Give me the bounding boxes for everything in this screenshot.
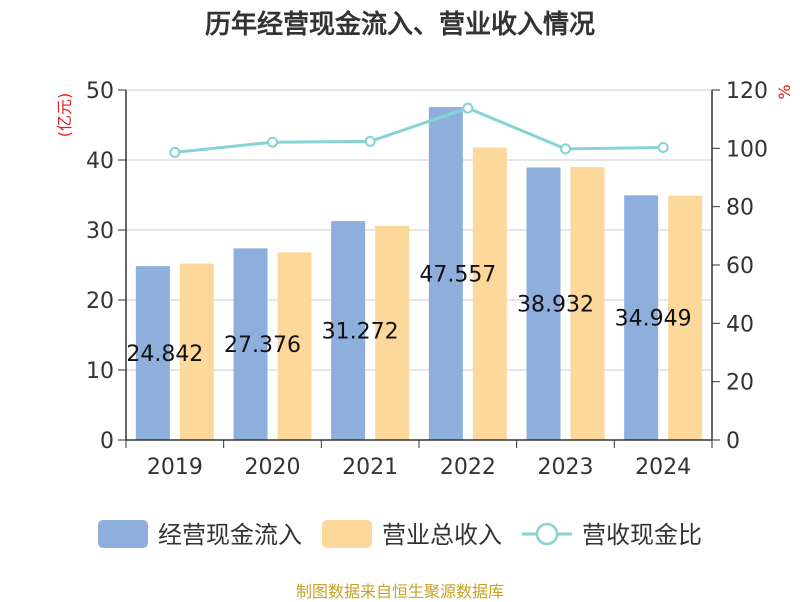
- data-label: 24.842: [126, 342, 203, 367]
- line-point: [462, 102, 474, 114]
- bar-cash-inflow: [135, 266, 170, 440]
- bar-revenue: [570, 167, 605, 440]
- bar-cash-inflow: [624, 195, 659, 440]
- y-left-tick-label: 10: [86, 359, 114, 384]
- bar-revenue: [375, 225, 410, 440]
- line-point: [169, 146, 181, 158]
- data-labels: 24.842 27.376 31.272 47.557 38.932 34.949: [126, 263, 691, 368]
- y-left-tick-label: 30: [86, 219, 114, 244]
- y-left-tick-label: 40: [86, 149, 114, 174]
- y-right-tick-label: 100: [726, 137, 768, 162]
- y-right-tick-label: 60: [726, 254, 754, 279]
- line-point: [267, 136, 278, 148]
- bar-cash-inflow: [331, 221, 366, 440]
- x-tick-label: 2024: [635, 455, 691, 480]
- x-tick-label: 2020: [245, 455, 301, 480]
- x-tick-label: 2019: [147, 455, 203, 480]
- line-revenue-cash-ratio: [174, 106, 664, 154]
- legend-label: 营收现金比: [582, 521, 702, 549]
- line-series: [169, 102, 669, 158]
- y-right-tick-label: 40: [726, 312, 754, 337]
- legend: 经营现金流入 营业总收入 营收现金比: [98, 520, 702, 549]
- data-label: 38.932: [517, 293, 594, 318]
- y-right-tick-label: 0: [726, 429, 740, 454]
- data-label: 47.557: [419, 263, 496, 288]
- line-point: [364, 135, 376, 147]
- y-left-axis-label: (亿元): [55, 93, 74, 138]
- bar-cash-inflow: [233, 248, 268, 440]
- bar-revenue: [277, 252, 312, 440]
- legend-marker: [535, 522, 559, 546]
- data-label: 31.272: [322, 320, 399, 345]
- x-tick-label: 2023: [538, 455, 594, 480]
- bar-revenue: [179, 263, 214, 440]
- line-point: [657, 141, 669, 153]
- y-right-tick-label: 80: [726, 196, 754, 221]
- data-label: 34.949: [615, 307, 692, 332]
- legend-swatch: [98, 520, 148, 548]
- line-point: [560, 143, 571, 155]
- bar-series: [135, 107, 703, 440]
- bar-revenue: [472, 147, 507, 440]
- y-right-tick-label: 20: [726, 371, 754, 396]
- bar-cash-inflow: [428, 107, 463, 440]
- y-right-tick-label: 120: [726, 79, 768, 104]
- legend-swatch: [322, 520, 372, 548]
- y-left-tick-label: 50: [86, 79, 114, 104]
- y-right-axis-label: %: [775, 84, 794, 99]
- bar-revenue: [668, 195, 703, 440]
- x-tick-label: 2022: [440, 455, 496, 480]
- x-tick-label: 2021: [342, 455, 398, 480]
- y-left-tick-label: 0: [100, 429, 114, 454]
- legend-label: 营业总收入: [382, 521, 502, 549]
- source-note: 制图数据来自恒生聚源数据库: [295, 582, 504, 601]
- axes: 0 10 20 30 40 50 0 20 40 60 80 100 120 2019 2020 2021 20…: [55, 79, 794, 480]
- legend-label: 经营现金流入: [158, 521, 302, 549]
- y-left-tick-label: 20: [86, 289, 114, 314]
- data-label: 27.376: [224, 333, 301, 358]
- chart-title: 历年经营现金流入、营业收入情况: [204, 10, 595, 40]
- bar-cash-inflow: [526, 167, 561, 440]
